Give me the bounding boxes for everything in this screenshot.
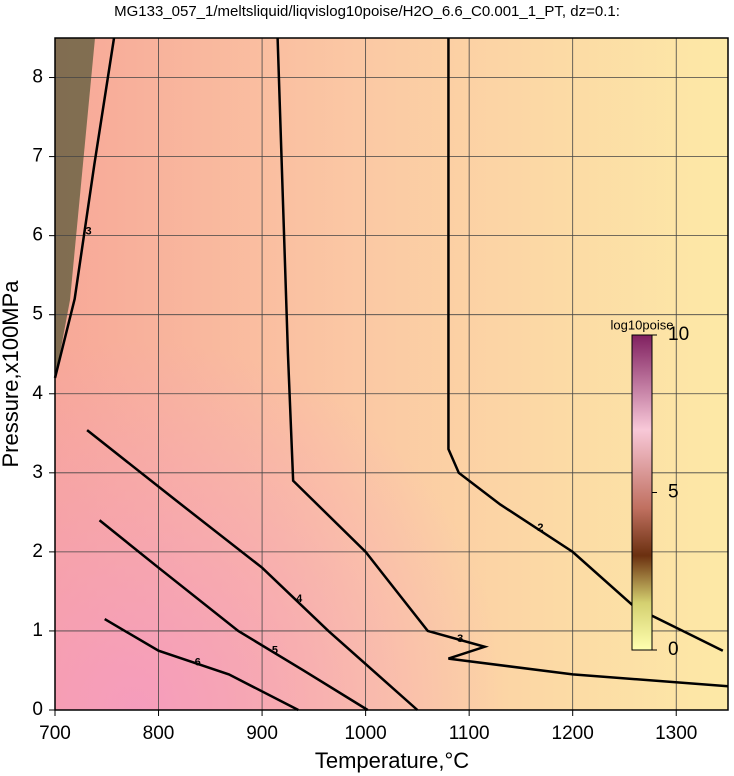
contour-label: 2 (537, 522, 543, 534)
colorbar-tick-label: 0 (668, 639, 679, 660)
x-tick-label: 1200 (552, 723, 594, 744)
contour-line (276, 37, 729, 688)
contour-label: 6 (195, 656, 201, 668)
colorbar-tick-label: 10 (668, 324, 689, 345)
colorbar-tick-label: 5 (668, 482, 679, 503)
dense-region (55, 38, 95, 380)
plot-frame (54, 37, 729, 711)
y-tick-label: 2 (32, 541, 43, 562)
x-tick-label: 900 (246, 723, 278, 744)
contour-line (86, 429, 419, 711)
colorbar: log10poise 0 5 10 (611, 317, 690, 660)
y-tick-label: 7 (32, 146, 43, 167)
contour-label: 3 (457, 633, 463, 645)
contour-label: 3 (85, 226, 91, 238)
contour-line (53, 37, 116, 379)
x-tick-label: 1300 (655, 723, 697, 744)
x-tick-label: 1100 (449, 723, 490, 744)
colorbar-gradient (631, 334, 653, 651)
colorbar-label: log10poise (611, 317, 674, 332)
plot-shade (55, 38, 728, 710)
y-tick-label: 0 (32, 699, 43, 720)
y-tick-label: 1 (32, 620, 43, 641)
y-tick-label: 6 (32, 225, 43, 246)
y-tick-label: 5 (32, 304, 43, 325)
y-tick-label: 4 (32, 383, 43, 404)
x-axis-label: Temperature,°C (315, 748, 469, 773)
y-axis-label: Pressure,x100MPa (0, 280, 23, 468)
y-tick-label: 8 (32, 67, 43, 88)
contour-line (98, 519, 369, 712)
x-tick-label: 800 (143, 723, 175, 744)
x-tick-label: 700 (39, 723, 71, 744)
contour-label: 5 (272, 645, 278, 657)
x-tick-label: 1000 (344, 723, 386, 744)
chart-title: MG133_057_1/meltsliquid/liqvislog10poise… (114, 3, 620, 20)
y-tick-label: 3 (32, 462, 43, 483)
contour-line (104, 618, 299, 712)
contour-label: 4 (296, 593, 303, 605)
